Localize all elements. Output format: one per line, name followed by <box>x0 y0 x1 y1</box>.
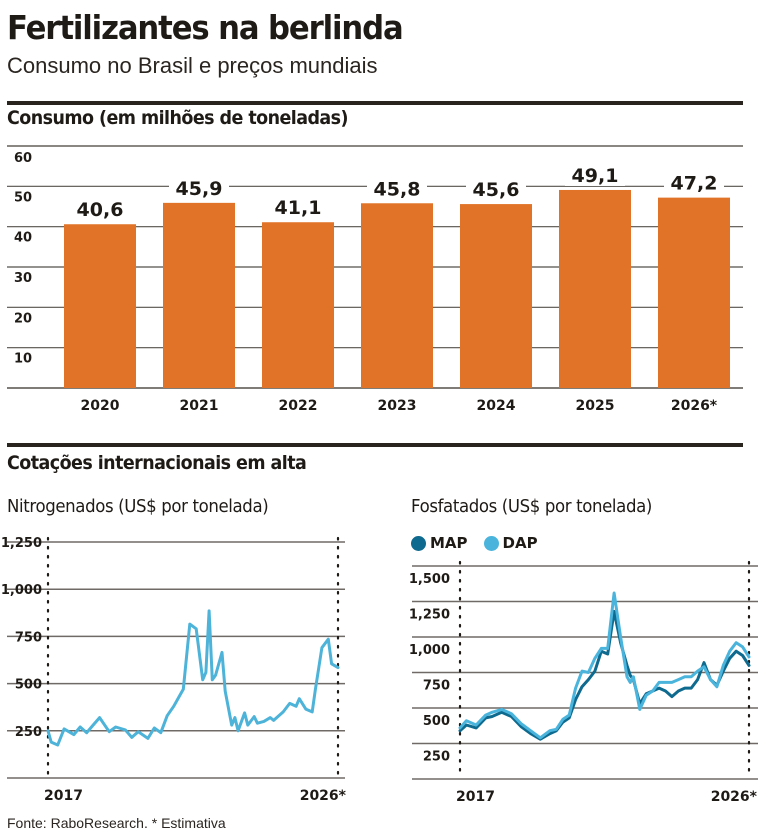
fosfatados-chart-title: Fosfatados (US$ por tonelada) <box>411 496 652 517</box>
bar-value-label: 40,6 <box>77 199 124 221</box>
cotacoes-section-title: Cotações internacionais em alta <box>7 452 307 474</box>
nitrogenados-line-chart: 250 500 750 1,000 1,250 2017 2026* <box>1 536 347 804</box>
y-tick-label: 10 <box>14 352 32 367</box>
x-tick-label-start: 2017 <box>456 789 495 805</box>
x-tick-label: 2023 <box>378 398 417 414</box>
page-title: Fertilizantes na berlinda <box>7 8 404 47</box>
y-tick-label: 30 <box>14 271 32 286</box>
data-label-background <box>664 169 724 194</box>
data-label-background <box>169 174 229 199</box>
data-label-background <box>70 196 130 221</box>
y-tick-label: 1,000 <box>1 583 42 598</box>
y-tick-label: 250 <box>423 750 450 765</box>
x-tick-label: 2025 <box>576 398 615 414</box>
bar <box>262 222 334 388</box>
bar-value-label: 45,9 <box>176 178 223 200</box>
y-tick-label: 250 <box>15 725 42 740</box>
y-tick-label: 500 <box>423 714 450 729</box>
x-tick-label-start: 2017 <box>44 788 83 804</box>
legend-map-swatch-icon <box>411 535 426 551</box>
bar <box>460 204 532 388</box>
nitrogenados-chart-title: Nitrogenados (US$ por tonelada) <box>7 496 269 517</box>
bar-value-label: 45,8 <box>374 178 421 200</box>
bar-value-label: 47,2 <box>671 173 718 195</box>
consumo-section-title: Consumo (em milhões de toneladas) <box>7 107 349 129</box>
data-label-background <box>565 161 625 186</box>
bar-value-label: 45,6 <box>473 179 520 201</box>
x-tick-label: 2020 <box>81 398 120 414</box>
legend-item-map: MAP <box>411 534 468 552</box>
series-line-dap <box>458 591 751 740</box>
data-label-background <box>367 175 427 200</box>
bar <box>559 189 631 388</box>
section-divider-consumo <box>7 101 743 105</box>
y-tick-label: 500 <box>15 678 42 693</box>
y-tick-label: 60 <box>14 151 32 166</box>
legend-dap-swatch-icon <box>483 535 499 551</box>
fosfatados-line-chart: 250 500 750 1,000 1,250 1,500 2017 2026* <box>409 560 758 805</box>
bar-value-label: 49,1 <box>572 165 619 187</box>
x-tick-label-end: 2026* <box>711 789 758 805</box>
legend-map-label: MAP <box>430 534 468 552</box>
data-label-background <box>268 194 328 219</box>
x-tick-label-end: 2026* <box>300 788 347 804</box>
legend-item-dap: DAP <box>483 534 538 552</box>
y-tick-label: 20 <box>14 311 32 326</box>
bar <box>64 224 136 388</box>
y-tick-label: 50 <box>14 190 32 205</box>
x-tick-label: 2026* <box>671 398 718 414</box>
fosfatados-legend: MAP DAP <box>411 534 548 552</box>
y-tick-label: 750 <box>423 679 450 694</box>
y-tick-label: 1,000 <box>409 643 450 658</box>
data-label-background <box>466 176 526 201</box>
bar <box>658 197 730 388</box>
y-tick-label: 40 <box>14 231 32 246</box>
x-tick-label: 2021 <box>180 398 219 414</box>
y-tick-label: 750 <box>15 630 42 645</box>
consumo-bar-chart: 10 20 30 40 50 60 40,6 2020 45,9 2021 41,1 2022 45,8… <box>7 145 743 414</box>
series-line-nitrogenados <box>46 609 340 747</box>
bar-value-label: 41,1 <box>275 197 322 219</box>
y-tick-label: 1,250 <box>409 608 450 623</box>
section-divider-cotacoes <box>7 443 743 447</box>
bar <box>361 203 433 388</box>
y-tick-label: 1,250 <box>1 536 42 551</box>
x-tick-label: 2022 <box>279 398 318 414</box>
x-tick-label: 2024 <box>477 398 516 414</box>
y-tick-label: 1,500 <box>409 572 450 587</box>
series-line-map <box>458 609 751 741</box>
legend-dap-label: DAP <box>502 534 538 552</box>
bar <box>163 202 235 388</box>
page-subtitle: Consumo no Brasil e preços mundiais <box>7 53 378 78</box>
source-footnote: Fonte: RaboResearch. * Estimativa <box>7 815 226 831</box>
